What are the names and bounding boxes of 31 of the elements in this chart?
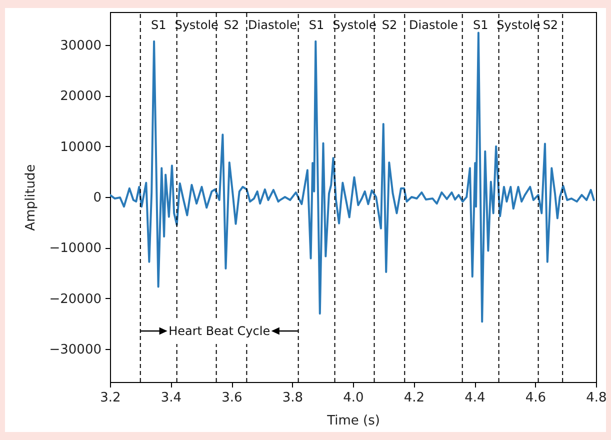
annotation: S2: [382, 18, 398, 32]
annotation: Diastole: [248, 18, 297, 32]
x-tick-label: 4.0: [343, 390, 364, 406]
y-tick-label: −30000: [49, 342, 102, 358]
x-tick-label: 3.6: [222, 390, 242, 406]
annotation: Heart Beat Cycle: [168, 324, 270, 338]
annotation: Systole: [174, 18, 218, 32]
line-series: [110, 32, 595, 323]
y-tick-label: −20000: [49, 292, 102, 307]
y-tick-label: −10000: [49, 241, 102, 256]
annotation: S1: [150, 18, 166, 32]
annotation: Diastole: [409, 18, 458, 32]
y-tick-label: 30000: [60, 38, 102, 54]
x-tick-label: 4.4: [464, 390, 486, 406]
x-tick-label: 4.2: [404, 390, 425, 406]
y-tick-label: 20000: [60, 89, 102, 104]
x-tick-label: 3.4: [160, 390, 182, 406]
annotation: S1: [472, 18, 488, 32]
annotation: Systole: [332, 18, 376, 32]
annotation: S1: [308, 18, 324, 32]
annotation: Systole: [496, 18, 540, 32]
x-axis-title: Time (s): [326, 414, 380, 428]
x-tick-label: 4.6: [525, 390, 546, 406]
y-axis-title: Amplitude: [23, 164, 38, 231]
y-tick-label: 0: [93, 190, 102, 206]
x-tick-label: 3.2: [100, 390, 121, 406]
annotation: S2: [542, 18, 558, 32]
x-tick-label: 3.8: [282, 390, 304, 406]
annotation: S2: [224, 18, 240, 32]
y-tick-label: 10000: [60, 140, 102, 155]
x-tick-label: 4.8: [586, 390, 607, 406]
